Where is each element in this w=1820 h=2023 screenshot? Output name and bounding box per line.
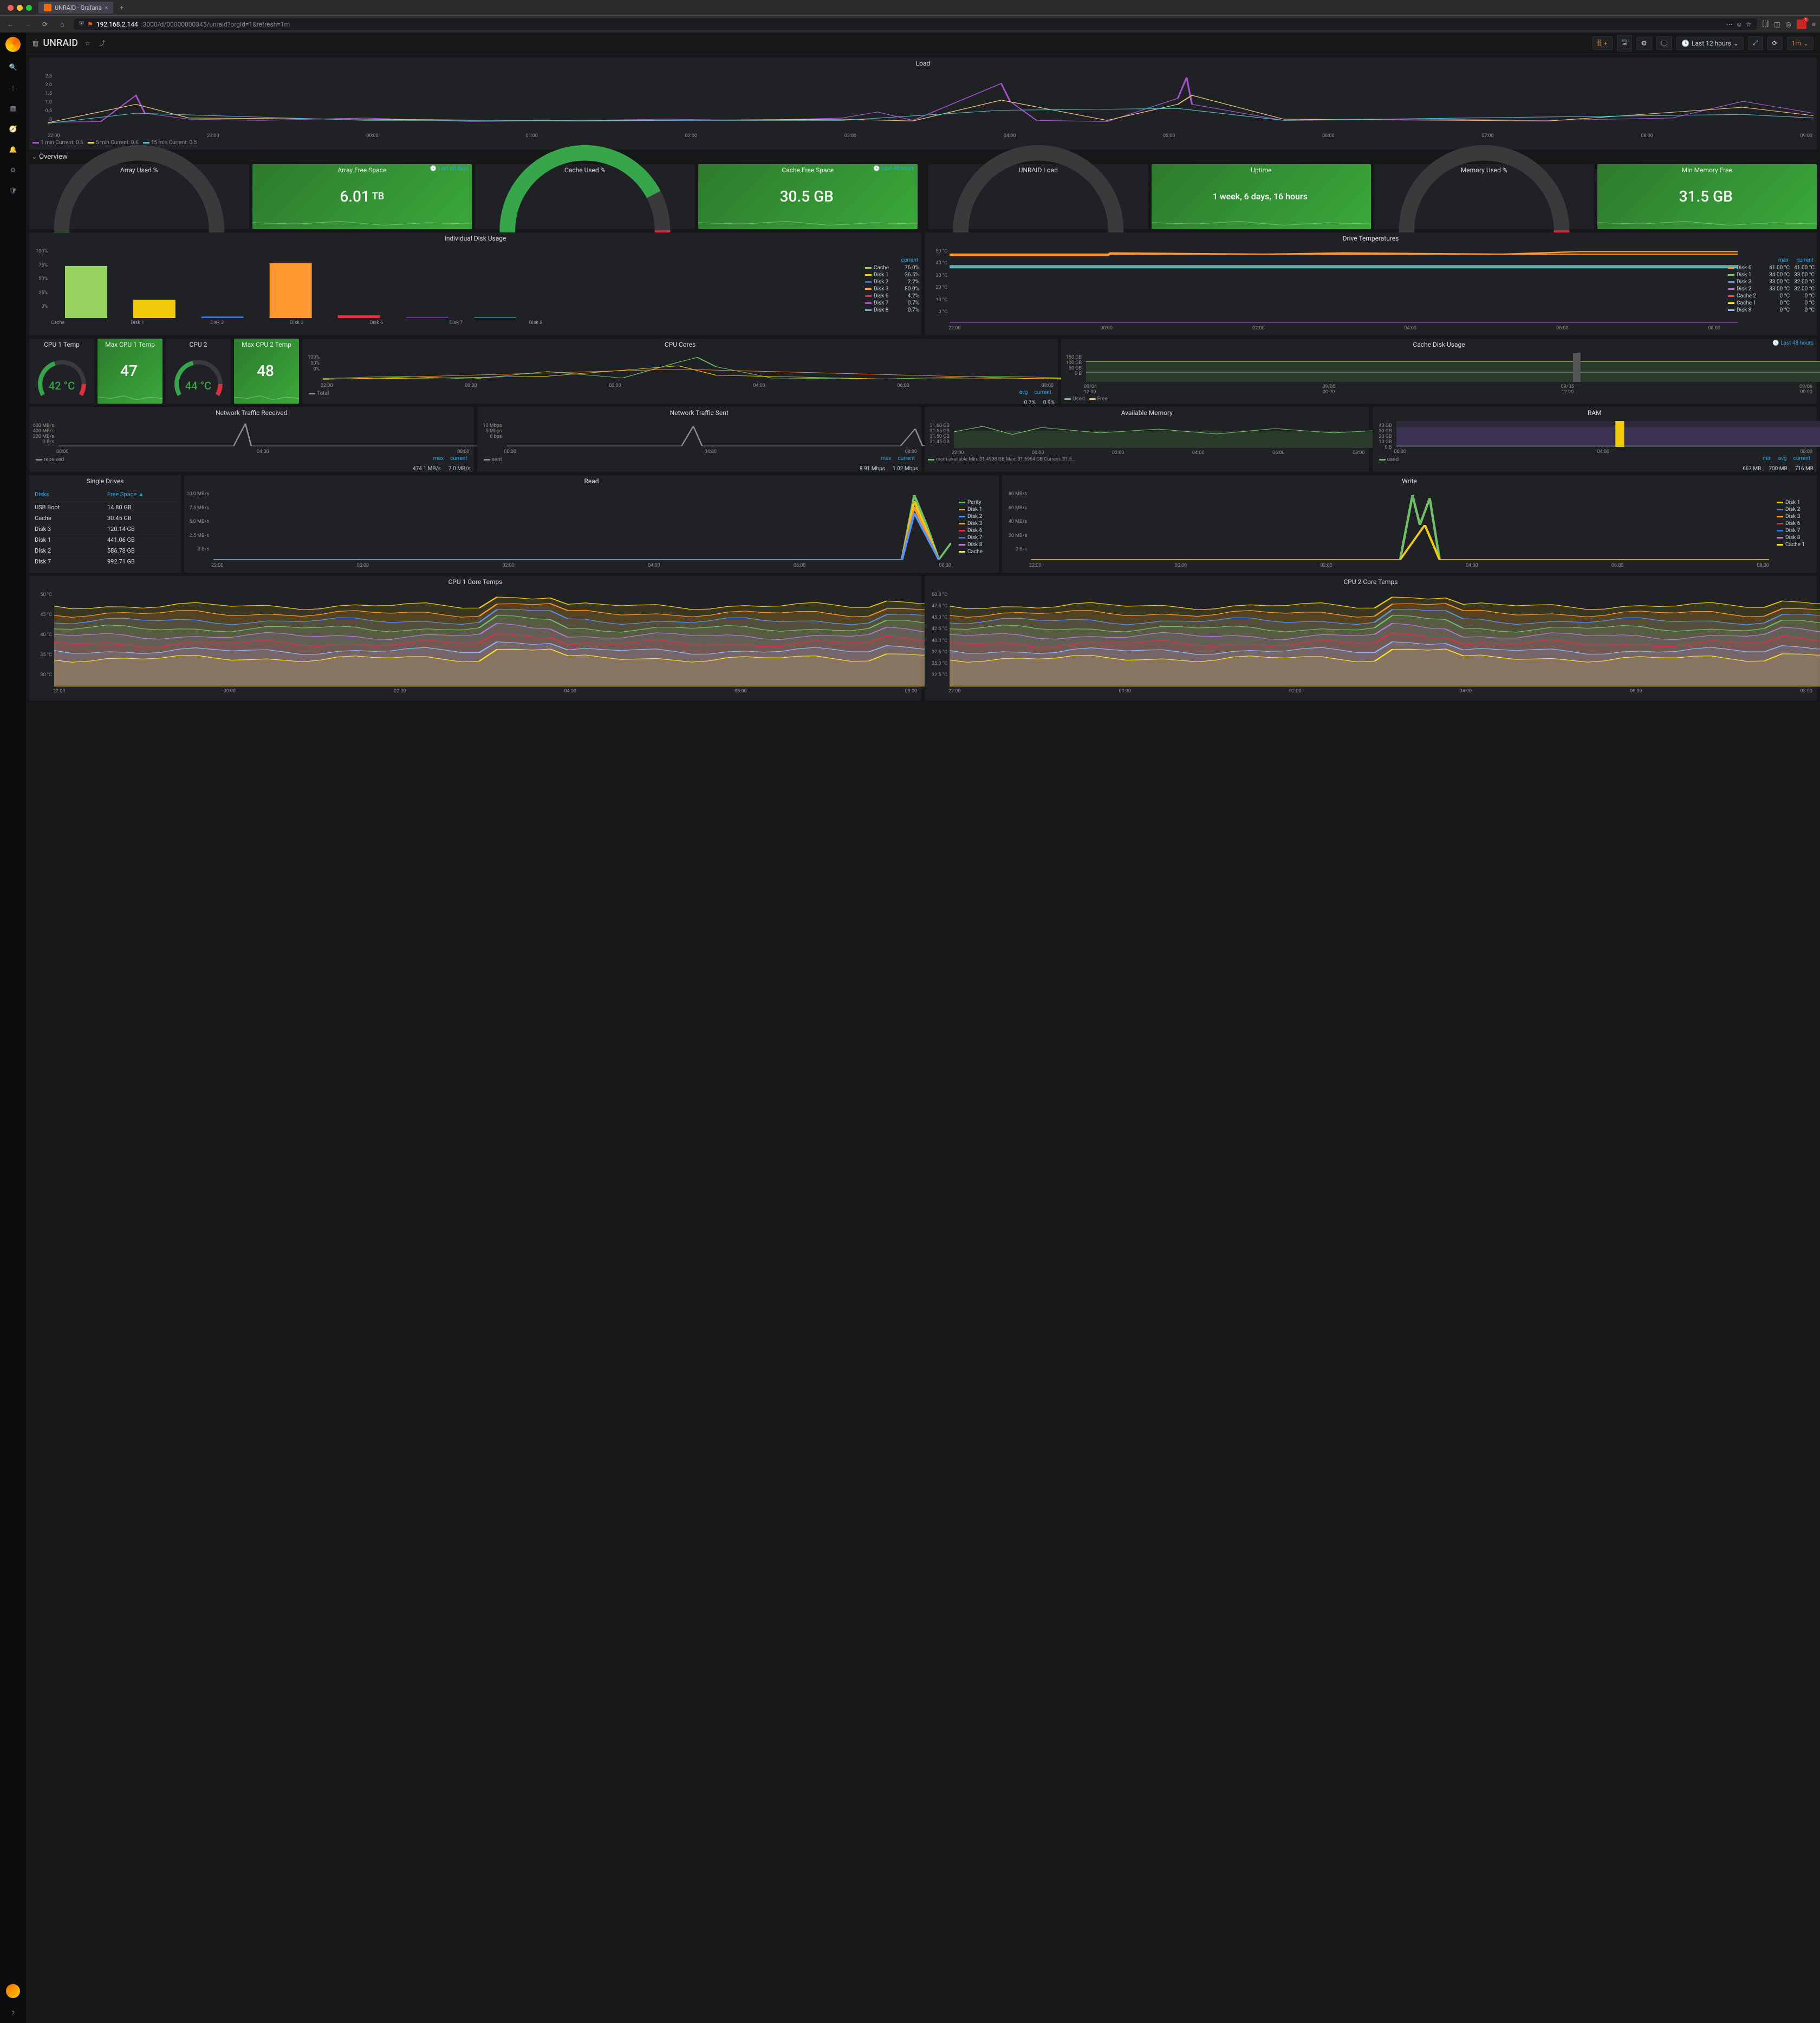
home-button[interactable]: ⌂ xyxy=(56,18,68,30)
window-controls[interactable] xyxy=(4,5,35,11)
dashboard-topbar: ▦ UNRAID ☆ ⤴ ⫿⫿+ 🖫 ⚙ 🖵 🕓 Last 12 hours ⌄… xyxy=(26,33,1820,54)
panel-disk-usage[interactable]: Individual Disk Usage 100%75%50%25%0% cu… xyxy=(29,232,921,335)
reader-icon[interactable]: ☺ xyxy=(1736,21,1743,28)
dashboards-icon[interactable]: ▦ xyxy=(8,103,18,114)
gauge-panel[interactable]: Memory Used % 2.1% xyxy=(1374,164,1594,229)
time-override: 🕓 Last 48 hours xyxy=(1772,340,1813,346)
panel-net-rx[interactable]: Network Traffic Received 600 MB/s400 MB/… xyxy=(29,407,474,472)
panel-ram[interactable]: RAM 40 GB30 GB20 GB10 GB0 B 00:0004:0008… xyxy=(1373,407,1817,472)
gauge-panel[interactable]: CPU 2 44 °C xyxy=(166,339,231,404)
zoom-out-button[interactable]: ⤢ xyxy=(1748,36,1763,50)
add-panel-button[interactable]: ⫿⫿+ xyxy=(1592,36,1613,50)
shield-icon: ⛨ xyxy=(79,20,84,28)
table-row[interactable]: USB Boot14.80 GB xyxy=(32,502,178,513)
stat-panel[interactable]: Array Free Space🕓 Last 60 days 6.01TB xyxy=(252,164,472,229)
gauge-panel[interactable]: UNRAID Load 0.25% xyxy=(928,164,1148,229)
browser-chrome: UNRAID - Grafana × + ← → ⟳ ⌂ ⛨ ⚑ 192.168… xyxy=(0,0,1820,33)
tab-close-icon[interactable]: × xyxy=(105,4,108,11)
tv-mode-button[interactable]: 🖵 xyxy=(1656,36,1673,50)
menu-icon[interactable]: ≡ xyxy=(1812,21,1816,28)
dashboard-title[interactable]: UNRAID xyxy=(43,37,78,49)
tab-title: UNRAID - Grafana xyxy=(55,4,102,11)
new-tab-button[interactable]: + xyxy=(116,4,127,11)
table-row[interactable]: Disk 1441.06 GB xyxy=(32,535,178,546)
create-icon[interactable]: ＋ xyxy=(8,82,18,93)
panel-cpu2-core-temps[interactable]: CPU 2 Core Temps 50.0 °C47.5 °C45.0 °C42… xyxy=(925,576,1817,701)
panel-write[interactable]: Write 80 MB/s60 MB/s40 MB/s20 MB/s0 B/s … xyxy=(1002,475,1817,573)
panel-cpu1-core-temps[interactable]: CPU 1 Core Temps 50 °C45 °C40 °C35 °C30 … xyxy=(29,576,921,701)
stat-panel[interactable]: Cache Free Space🕓 Last 48 hours 30.5 GB xyxy=(698,164,918,229)
gauge-panel[interactable]: Cache Used % 76% xyxy=(475,164,695,229)
save-button[interactable]: 🖫 xyxy=(1617,35,1632,51)
user-avatar-icon[interactable] xyxy=(6,1984,20,1998)
back-button[interactable]: ← xyxy=(4,18,16,30)
table-row[interactable]: Disk 2586.78 GB xyxy=(32,546,178,556)
bookmark-star-icon[interactable]: ☆ xyxy=(1746,21,1752,28)
url-host: 192.168.2.144 xyxy=(96,21,138,28)
table-row[interactable]: Disk 3120.14 GB xyxy=(32,524,178,535)
browser-tab[interactable]: UNRAID - Grafana × xyxy=(38,2,113,14)
refresh-interval[interactable]: 1m ⌄ xyxy=(1787,37,1813,50)
account-icon[interactable]: ◎ xyxy=(1786,21,1791,28)
help-icon[interactable]: ? xyxy=(8,2008,18,2019)
url-field[interactable]: ⛨ ⚑ 192.168.2.144:3000/d/00000000345/unr… xyxy=(74,18,1757,30)
gauge-panel[interactable]: Array Used % 12% xyxy=(29,164,249,229)
stat-panel[interactable]: Uptime 1 week, 6 days, 16 hours xyxy=(1152,164,1372,229)
explore-icon[interactable]: 🧭 xyxy=(8,124,18,134)
share-button[interactable]: ⤴ xyxy=(97,38,108,48)
refresh-button[interactable]: ⟳ xyxy=(1767,37,1783,50)
gauge-panel[interactable]: CPU 1 Temp 42 °C xyxy=(29,339,94,404)
dashboard-icon: ▦ xyxy=(32,40,38,47)
connection-icon: ⚑ xyxy=(87,21,93,28)
time-range-picker[interactable]: 🕓 Last 12 hours ⌄ xyxy=(1676,37,1744,50)
table-header[interactable]: Disks Free Space ▲ xyxy=(32,487,178,502)
reload-button[interactable]: ⟳ xyxy=(39,18,51,30)
sidebar-icon[interactable]: ◫ xyxy=(1774,21,1780,28)
table-row[interactable]: Disk 7992.71 GB xyxy=(32,556,178,567)
url-path: :3000/d/00000000345/unraid?orgId=1&refre… xyxy=(141,21,290,28)
stat-panel[interactable]: Min Memory Free 31.5 GB xyxy=(1597,164,1817,229)
config-icon[interactable]: ⚙ xyxy=(8,165,18,176)
ublock-icon[interactable] xyxy=(1797,20,1806,29)
grafana-logo-icon[interactable] xyxy=(5,37,21,52)
panel-cpu-cores[interactable]: CPU Cores 100%50%0% 22:0000:0002:0004:00… xyxy=(302,339,1058,404)
star-button[interactable]: ☆ xyxy=(82,40,93,47)
panel-single-drives[interactable]: Single Drives Disks Free Space ▲ USB Boo… xyxy=(29,475,181,573)
panel-net-tx[interactable]: Network Traffic Sent 10 Mbps5 Mbps0 bps … xyxy=(477,407,922,472)
panel-read[interactable]: Read 10.0 MB/s7.5 MB/s5.0 MB/s2.5 MB/s0 … xyxy=(184,475,999,573)
panel-cache-disk[interactable]: Cache Disk Usage 🕓 Last 48 hours 150 GB1… xyxy=(1061,339,1817,404)
stat-panel[interactable]: Max CPU 1 Temp 47 xyxy=(98,339,162,404)
table-row[interactable]: Cache30.45 GB xyxy=(32,513,178,524)
panel-title: Load xyxy=(29,57,1817,69)
panel-drive-temps[interactable]: Drive Temperatures 50 °C40 °C30 °C20 °C1… xyxy=(925,232,1817,335)
panel-avail-mem[interactable]: Available Memory 31.60 GB31.55 GB31.50 G… xyxy=(925,407,1369,472)
library-icon[interactable]: ⫿⫿⫿ xyxy=(1763,20,1769,28)
grafana-sidebar: 🔍 ＋ ▦ 🧭 🔔 ⚙ 🛡 ? xyxy=(0,33,26,2023)
stat-panel[interactable]: Max CPU 2 Temp 48 xyxy=(234,339,299,404)
server-admin-icon[interactable]: 🛡 xyxy=(8,185,18,196)
forward-button[interactable]: → xyxy=(22,18,34,30)
alerting-icon[interactable]: 🔔 xyxy=(8,144,18,155)
grafana-favicon-icon xyxy=(44,4,51,11)
settings-button[interactable]: ⚙ xyxy=(1636,37,1652,50)
search-icon[interactable]: 🔍 xyxy=(8,62,18,73)
url-more-icon[interactable]: ⋯ xyxy=(1726,21,1733,28)
